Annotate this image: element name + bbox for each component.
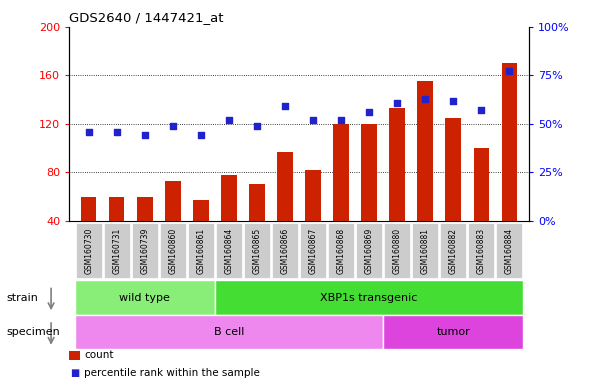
Text: strain: strain xyxy=(6,293,38,303)
Text: B cell: B cell xyxy=(214,327,244,337)
Point xyxy=(280,103,290,109)
Point xyxy=(84,129,94,135)
Point xyxy=(252,123,262,129)
Text: XBP1s transgenic: XBP1s transgenic xyxy=(320,293,418,303)
Bar xyxy=(334,124,349,221)
Bar xyxy=(277,152,293,221)
Point xyxy=(140,132,150,139)
Bar xyxy=(474,148,489,221)
Bar xyxy=(137,197,153,221)
Text: GSM160864: GSM160864 xyxy=(224,227,233,274)
Point xyxy=(364,109,374,115)
Bar xyxy=(418,81,433,221)
Text: GSM160882: GSM160882 xyxy=(449,228,458,273)
Bar xyxy=(81,197,96,221)
Text: GSM160865: GSM160865 xyxy=(252,227,261,274)
Text: GSM160867: GSM160867 xyxy=(308,227,317,274)
Text: percentile rank within the sample: percentile rank within the sample xyxy=(84,368,260,378)
Text: wild type: wild type xyxy=(120,293,170,303)
Bar xyxy=(502,63,517,221)
Text: GSM160868: GSM160868 xyxy=(337,227,346,274)
Point xyxy=(168,123,178,129)
Bar xyxy=(109,197,124,221)
Point xyxy=(224,117,234,123)
Text: GSM160881: GSM160881 xyxy=(421,228,430,273)
Bar xyxy=(221,175,237,221)
Text: GSM160730: GSM160730 xyxy=(84,227,93,274)
Text: count: count xyxy=(84,350,114,360)
Text: ■: ■ xyxy=(70,368,79,378)
Text: GSM160869: GSM160869 xyxy=(365,227,374,274)
Bar xyxy=(361,124,377,221)
Bar xyxy=(305,170,321,221)
Text: tumor: tumor xyxy=(436,327,470,337)
Text: GSM160731: GSM160731 xyxy=(112,227,121,274)
Bar xyxy=(389,108,405,221)
Point xyxy=(196,132,206,139)
Point xyxy=(336,117,346,123)
Text: GSM160861: GSM160861 xyxy=(197,227,206,274)
Text: GSM160739: GSM160739 xyxy=(140,227,149,274)
Point xyxy=(308,117,318,123)
Bar xyxy=(445,118,461,221)
Bar xyxy=(193,200,209,221)
Text: specimen: specimen xyxy=(6,327,59,337)
Point xyxy=(112,129,121,135)
Bar xyxy=(249,184,264,221)
Text: GDS2640 / 1447421_at: GDS2640 / 1447421_at xyxy=(69,11,224,24)
Text: GSM160884: GSM160884 xyxy=(505,227,514,274)
Point xyxy=(504,68,514,74)
Text: GSM160880: GSM160880 xyxy=(392,227,401,274)
Point xyxy=(477,107,486,113)
Point xyxy=(420,96,430,102)
Bar xyxy=(165,181,180,221)
Point xyxy=(392,99,402,106)
Text: GSM160883: GSM160883 xyxy=(477,227,486,274)
Text: GSM160866: GSM160866 xyxy=(281,227,290,274)
Text: GSM160860: GSM160860 xyxy=(168,227,177,274)
Point xyxy=(448,98,458,104)
